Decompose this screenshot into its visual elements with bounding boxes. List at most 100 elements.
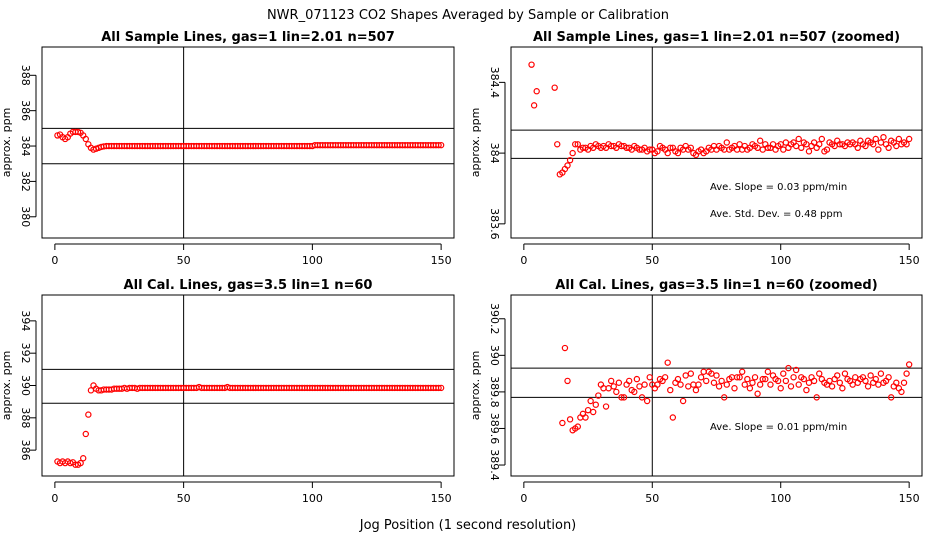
data-point: [885, 144, 892, 152]
y-tick-label: 394: [19, 310, 32, 331]
x-tick-label: 100: [302, 492, 323, 505]
data-point: [756, 137, 764, 144]
x-tick-label: 0: [51, 492, 58, 505]
data-point: [530, 102, 538, 109]
data-point: [533, 88, 540, 95]
x-tick-label: 100: [770, 254, 791, 267]
panel-title: All Sample Lines, gas=1 lin=2.01 n=507 (…: [533, 30, 900, 45]
data-point: [852, 374, 859, 381]
data-point: [710, 379, 718, 386]
data-point: [810, 377, 818, 385]
data-points: [54, 128, 445, 153]
data-point: [862, 142, 869, 150]
data-point: [738, 368, 746, 375]
y-tick-label: 392: [19, 343, 32, 364]
data-point: [749, 379, 756, 386]
y-tick-label: 389.6: [488, 413, 501, 445]
data-point: [744, 375, 751, 383]
data-point: [643, 397, 651, 405]
data-point: [736, 374, 743, 381]
data-point: [646, 146, 653, 153]
data-points: [54, 382, 445, 468]
data-point: [798, 144, 805, 152]
x-tick-label: 50: [177, 254, 191, 267]
data-point: [682, 372, 689, 379]
data-point: [767, 381, 774, 388]
data-point: [703, 377, 710, 385]
data-point: [872, 135, 879, 143]
data-point: [584, 406, 592, 414]
data-point: [780, 146, 787, 153]
data-point: [805, 379, 813, 386]
data-point: [692, 386, 700, 394]
data-point: [574, 141, 581, 148]
chart-panels: All Sample Lines, gas=1 lin=2.01 n=507 0 5…: [0, 30, 923, 505]
data-point: [679, 397, 687, 405]
data-point: [654, 381, 661, 388]
data-point: [875, 146, 882, 153]
data-point: [805, 148, 813, 155]
data-point: [905, 361, 913, 368]
data-point: [877, 370, 885, 377]
x-tick-label: 50: [645, 254, 659, 267]
data-point: [816, 370, 823, 377]
y-axis-label: approx. ppm: [0, 108, 13, 178]
data-point: [787, 383, 795, 390]
data-point: [664, 149, 671, 157]
data-point: [82, 430, 89, 438]
data-point: [700, 368, 707, 375]
data-point: [764, 368, 772, 375]
data-point: [82, 135, 89, 143]
data-point: [834, 372, 841, 379]
data-points: [528, 61, 913, 178]
data-point: [762, 375, 769, 383]
data-point: [785, 364, 792, 372]
data-point: [687, 370, 695, 377]
data-point: [869, 141, 877, 148]
y-tick-label: 384.4: [488, 67, 501, 99]
data-point: [898, 388, 905, 396]
data-point: [633, 375, 641, 383]
data-point: [667, 386, 674, 394]
chart-panel-1: All Sample Lines, gas=1 lin=2.01 n=507 0 5…: [0, 30, 455, 267]
data-point: [790, 374, 797, 381]
data-point: [667, 144, 674, 152]
y-tick-label: 384: [488, 143, 501, 164]
data-point: [800, 375, 808, 383]
data-point: [774, 377, 782, 385]
data-point: [839, 385, 846, 392]
data-point: [435, 384, 442, 392]
data-point: [605, 385, 612, 392]
data-point: [587, 397, 594, 405]
y-tick-label: 388: [19, 407, 32, 428]
y-tick-label: 390: [19, 375, 32, 396]
data-point: [574, 423, 581, 430]
y-axis-label: approx. ppm: [0, 351, 13, 421]
data-point: [872, 375, 879, 383]
x-tick-label: 150: [431, 254, 452, 267]
data-point: [746, 385, 754, 392]
data-point: [636, 383, 643, 390]
data-point: [885, 374, 892, 381]
y-tick-label: 390: [488, 345, 501, 366]
data-point: [569, 149, 576, 157]
data-point: [893, 379, 900, 386]
data-point: [437, 141, 445, 149]
data-point: [782, 139, 790, 146]
data-point: [759, 146, 766, 153]
x-tick-label: 0: [520, 254, 527, 267]
y-tick-label: 383.6: [488, 208, 501, 240]
x-tick-label: 150: [431, 492, 452, 505]
data-point: [437, 384, 445, 392]
x-tick-label: 0: [520, 492, 527, 505]
data-point: [661, 374, 669, 381]
data-point: [905, 135, 913, 143]
data-point: [607, 377, 615, 385]
plot-frame: [41, 46, 455, 239]
figure-x-axis-label: Jog Position (1 second resolution): [359, 518, 577, 533]
panel-title: All Cal. Lines, gas=3.5 lin=1 n=60 (zoom…: [555, 278, 877, 293]
x-tick-label: 0: [51, 254, 58, 267]
data-point: [723, 139, 730, 146]
data-point: [674, 375, 682, 383]
